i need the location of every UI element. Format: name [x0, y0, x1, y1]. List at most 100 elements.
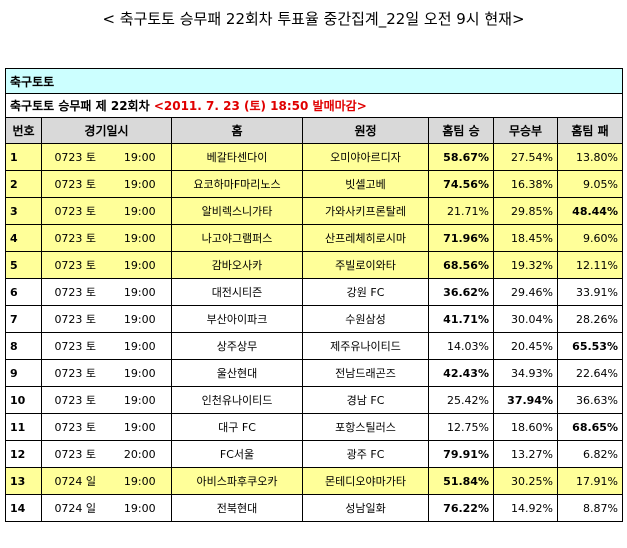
- cell: 13: [5, 467, 42, 495]
- cell: 광주 FC: [302, 440, 429, 468]
- cell: 8: [5, 332, 42, 360]
- cell: 51.84%: [428, 467, 494, 495]
- cell: 20:00: [108, 440, 172, 468]
- cell: 빗셀고베: [302, 170, 429, 198]
- cell: 19:00: [108, 278, 172, 306]
- cell: 48.44%: [557, 197, 623, 225]
- cell: 전북현대: [171, 494, 303, 522]
- cell: 강원 FC: [302, 278, 429, 306]
- cell: 오미야아르디자: [302, 143, 429, 171]
- cell: 감바오사카: [171, 251, 303, 279]
- data-row: 10 0723 토 19:00 인천유나이티드 경남 FC 25.42% 37.94% 36.…: [5, 386, 623, 414]
- cell: 79.91%: [428, 440, 494, 468]
- cell: 58.67%: [428, 143, 494, 171]
- cell: 대구 FC: [171, 413, 303, 441]
- cell: 28.26%: [557, 305, 623, 333]
- cell: 제주유나이티드: [302, 332, 429, 360]
- cell: 경남 FC: [302, 386, 429, 414]
- cell: FC서울: [171, 440, 303, 468]
- cell: 나고야그램퍼스: [171, 224, 303, 252]
- cell: 13.27%: [493, 440, 558, 468]
- cell: 27.54%: [493, 143, 558, 171]
- subtitle-cell: 축구토토 승무패 제 22회차 <2011. 7. 23 (토) 18:50 발…: [5, 93, 623, 118]
- cell: 8.87%: [557, 494, 623, 522]
- cell: 수원삼성: [302, 305, 429, 333]
- cell: 0723 토: [41, 197, 109, 225]
- cell: 19:00: [108, 359, 172, 387]
- cell: 0723 토: [41, 332, 109, 360]
- cell: 68.56%: [428, 251, 494, 279]
- cell: 요코하마F마리노스: [171, 170, 303, 198]
- cell: 36.62%: [428, 278, 494, 306]
- cell: 5: [5, 251, 42, 279]
- cell: 성남일화: [302, 494, 429, 522]
- header-cell: 원정: [302, 117, 429, 144]
- cell: 아비스파후쿠오카: [171, 467, 303, 495]
- data-row: 8 0723 토 19:00 상주상무 제주유나이티드 14.03% 20.45% 65.53…: [5, 332, 623, 360]
- subtitle-row: 축구토토 승무패 제 22회차 <2011. 7. 23 (토) 18:50 발…: [5, 93, 623, 118]
- cell: 주빌로이와타: [302, 251, 429, 279]
- cell: 41.71%: [428, 305, 494, 333]
- cell: 17.91%: [557, 467, 623, 495]
- cell: 19:00: [108, 413, 172, 441]
- cell: 7: [5, 305, 42, 333]
- data-row: 1 0723 토 19:00 베갈타센다이 오미야아르디자 58.67% 27.54% 13.…: [5, 143, 623, 171]
- cell: 0723 토: [41, 224, 109, 252]
- cell: 11: [5, 413, 42, 441]
- cell: 9: [5, 359, 42, 387]
- cell: 37.94%: [493, 386, 558, 414]
- cell: 22.64%: [557, 359, 623, 387]
- cell: 0723 토: [41, 143, 109, 171]
- cell: 19:00: [108, 332, 172, 360]
- cell: 19:00: [108, 494, 172, 522]
- cell: 19:00: [108, 197, 172, 225]
- cell: 19:00: [108, 224, 172, 252]
- data-row: 2 0723 토 19:00 요코하마F마리노스 빗셀고베 74.56% 16.38% 9.0…: [5, 170, 623, 198]
- data-row: 12 0723 토 20:00 FC서울 광주 FC 79.91% 13.27% 6.82%: [5, 440, 623, 468]
- cell: 2: [5, 170, 42, 198]
- data-row: 13 0724 일 19:00 아비스파후쿠오카 몬테디오야마가타 51.84% 30.25…: [5, 467, 623, 495]
- data-row: 14 0724 일 19:00 전북현대 성남일화 76.22% 14.92% 8.87%: [5, 494, 623, 522]
- cell: 0723 토: [41, 440, 109, 468]
- header-cell: 홈팀 승: [428, 117, 494, 144]
- cell: 1: [5, 143, 42, 171]
- cell: 30.04%: [493, 305, 558, 333]
- cell: 65.53%: [557, 332, 623, 360]
- cell: 0723 토: [41, 386, 109, 414]
- cell: 20.45%: [493, 332, 558, 360]
- cell: 25.42%: [428, 386, 494, 414]
- cell: 18.45%: [493, 224, 558, 252]
- cell: 산프레체히로시마: [302, 224, 429, 252]
- cell: 6: [5, 278, 42, 306]
- cell: 19:00: [108, 467, 172, 495]
- cell: 10: [5, 386, 42, 414]
- data-row: 9 0723 토 19:00 울산현대 전남드래곤즈 42.43% 34.93% 22.64%: [5, 359, 623, 387]
- data-row: 11 0723 토 19:00 대구 FC 포항스틸러스 12.75% 18.60% 68.6…: [5, 413, 623, 441]
- cell: 포항스틸러스: [302, 413, 429, 441]
- cell: 14.03%: [428, 332, 494, 360]
- cell: 가와사키프론탈레: [302, 197, 429, 225]
- header-cell: 홈: [171, 117, 303, 144]
- cell: 12: [5, 440, 42, 468]
- header-cell: 홈팀 패: [557, 117, 623, 144]
- header-cell: 번호: [5, 117, 42, 144]
- header-cell: 무승부: [493, 117, 558, 144]
- cell: 9.60%: [557, 224, 623, 252]
- vote-table: 축구토토 축구토토 승무패 제 22회차 <2011. 7. 23 (토) 18…: [5, 68, 623, 522]
- caption: 축구토토: [5, 68, 623, 94]
- deadline: <2011. 7. 23 (토) 18:50 발매마감>: [153, 99, 367, 113]
- data-row: 6 0723 토 19:00 대전시티즌 강원 FC 36.62% 29.46% 33.91%: [5, 278, 623, 306]
- cell: 대전시티즌: [171, 278, 303, 306]
- cell: 12.75%: [428, 413, 494, 441]
- cell: 0723 토: [41, 359, 109, 387]
- cell: 19:00: [108, 305, 172, 333]
- cell: 0723 토: [41, 278, 109, 306]
- cell: 0724 일: [41, 494, 109, 522]
- cell: 6.82%: [557, 440, 623, 468]
- cell: 14.92%: [493, 494, 558, 522]
- cell: 19:00: [108, 386, 172, 414]
- cell: 울산현대: [171, 359, 303, 387]
- cell: 전남드래곤즈: [302, 359, 429, 387]
- cell: 29.85%: [493, 197, 558, 225]
